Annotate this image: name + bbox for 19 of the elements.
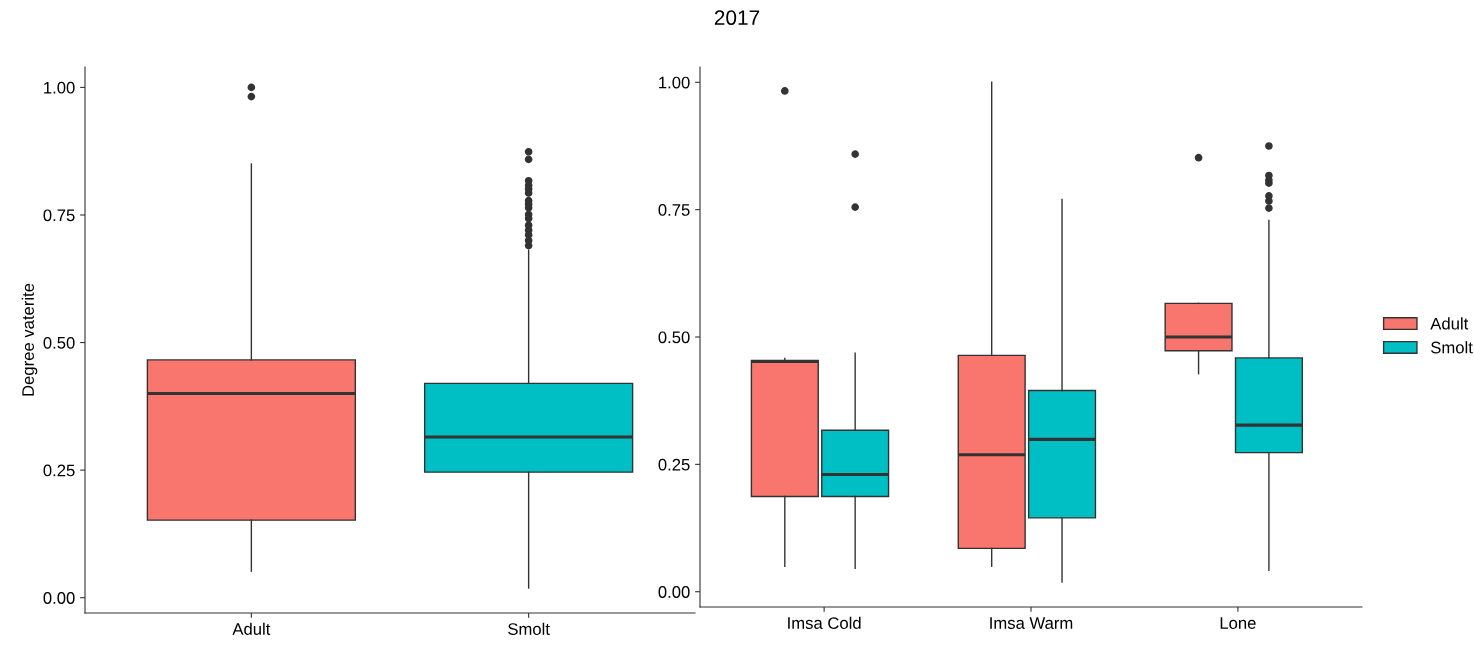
y-tick-label: 1.00 bbox=[44, 81, 75, 94]
y-tick-label: 0.75 bbox=[43, 209, 75, 222]
legend-label: Smolt bbox=[1431, 341, 1473, 354]
x-tick-label: Imsa Warm bbox=[990, 617, 1073, 629]
x-tick-label: Adult bbox=[232, 622, 271, 635]
y-tick-label: 0.25 bbox=[658, 458, 690, 471]
x-tick-label: Lone bbox=[1220, 617, 1256, 629]
y-tick-label: 0.00 bbox=[43, 592, 75, 604]
y-tick-label: 0.50 bbox=[43, 336, 75, 349]
x-tick-label: Imsa Cold bbox=[788, 616, 861, 629]
y-tick-label: 0.00 bbox=[658, 586, 690, 598]
y-tick-label: 0.25 bbox=[43, 464, 75, 477]
y-tick-label: 0.75 bbox=[658, 204, 690, 216]
x-tick-label: Smolt bbox=[508, 622, 550, 635]
y-tick-label: 1.00 bbox=[659, 76, 690, 89]
y-axis-title: Degree vaterite bbox=[21, 283, 38, 396]
legend-label: Adult bbox=[1430, 317, 1469, 330]
y-tick-label: 0.50 bbox=[658, 331, 690, 344]
chart-title: 2017 bbox=[714, 10, 760, 26]
